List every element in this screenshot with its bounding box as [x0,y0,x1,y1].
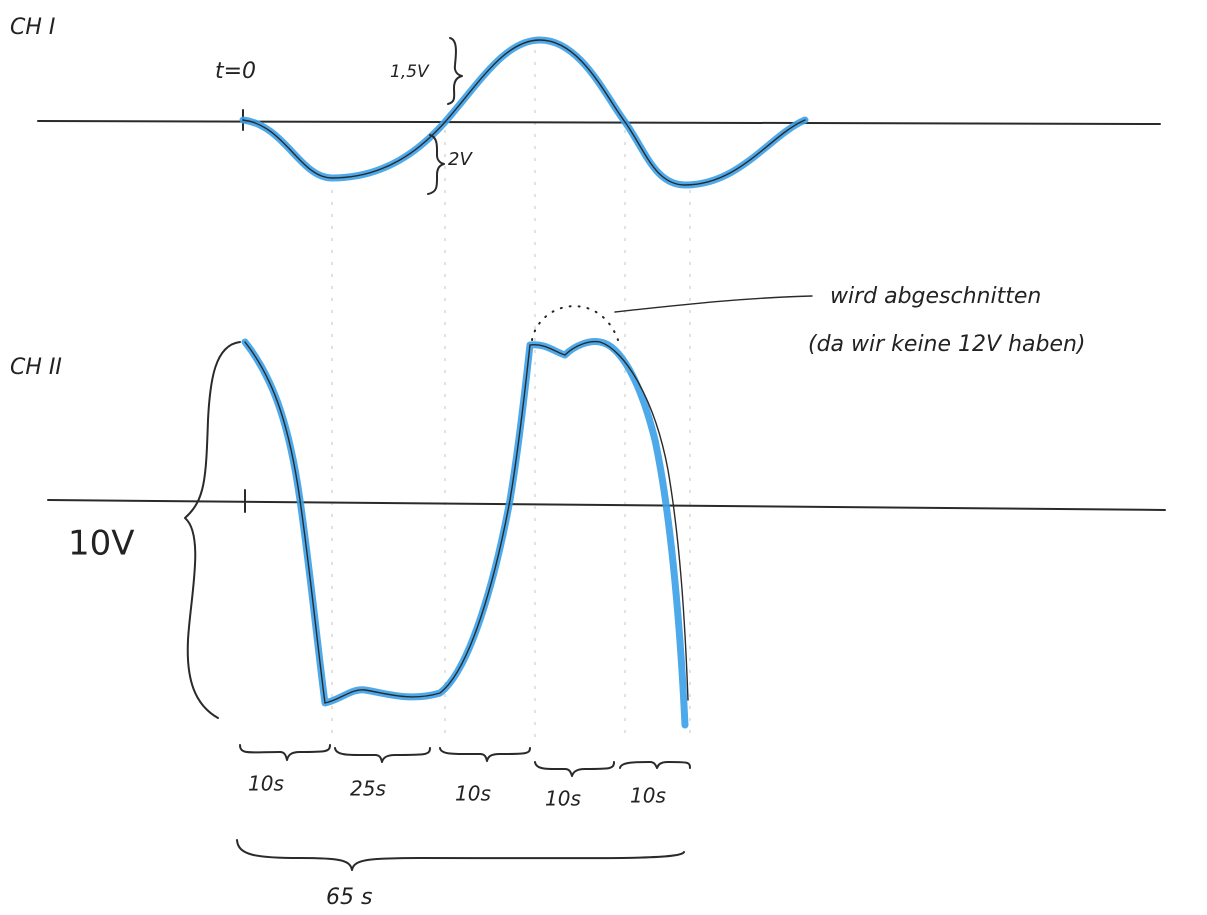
axis [38,121,1160,124]
annotation: wird abgeschnitten [830,284,1041,309]
guides [332,50,690,740]
signal-outline [243,40,805,185]
total-brace [237,840,684,870]
diagram: CH I t=0 1,5V 2V CH II 10V wird abgeschn… [0,0,1207,915]
annotation: (da wir keine 12V haben) [808,332,1086,357]
axis [48,500,1165,510]
segment-label: 25s [350,777,386,801]
channel-label: CH I [10,15,55,40]
amplitude-label: 10V [68,524,135,564]
segment-label: 10s [455,782,491,806]
brace [240,745,330,760]
amplitude-label: 2V [448,149,473,170]
signal-curve [243,40,805,185]
segment-label: 10s [545,787,581,811]
signal-curve [245,342,685,725]
channel-label: CH II [10,355,62,380]
brace [620,762,690,768]
brace [440,748,530,761]
brace [335,748,430,762]
total-label: 65 s [326,885,372,910]
annotation-line [615,296,812,312]
start-label: t=0 [215,59,256,84]
brace [448,38,462,104]
amplitude-label: 1,5V [390,62,430,82]
brace [185,342,240,718]
segment-label: 10s [630,784,666,808]
segment-label: 10s [248,772,284,796]
segment-braces [240,745,690,776]
brace [428,135,444,194]
brace [535,762,614,776]
clipped-peak [532,306,618,340]
